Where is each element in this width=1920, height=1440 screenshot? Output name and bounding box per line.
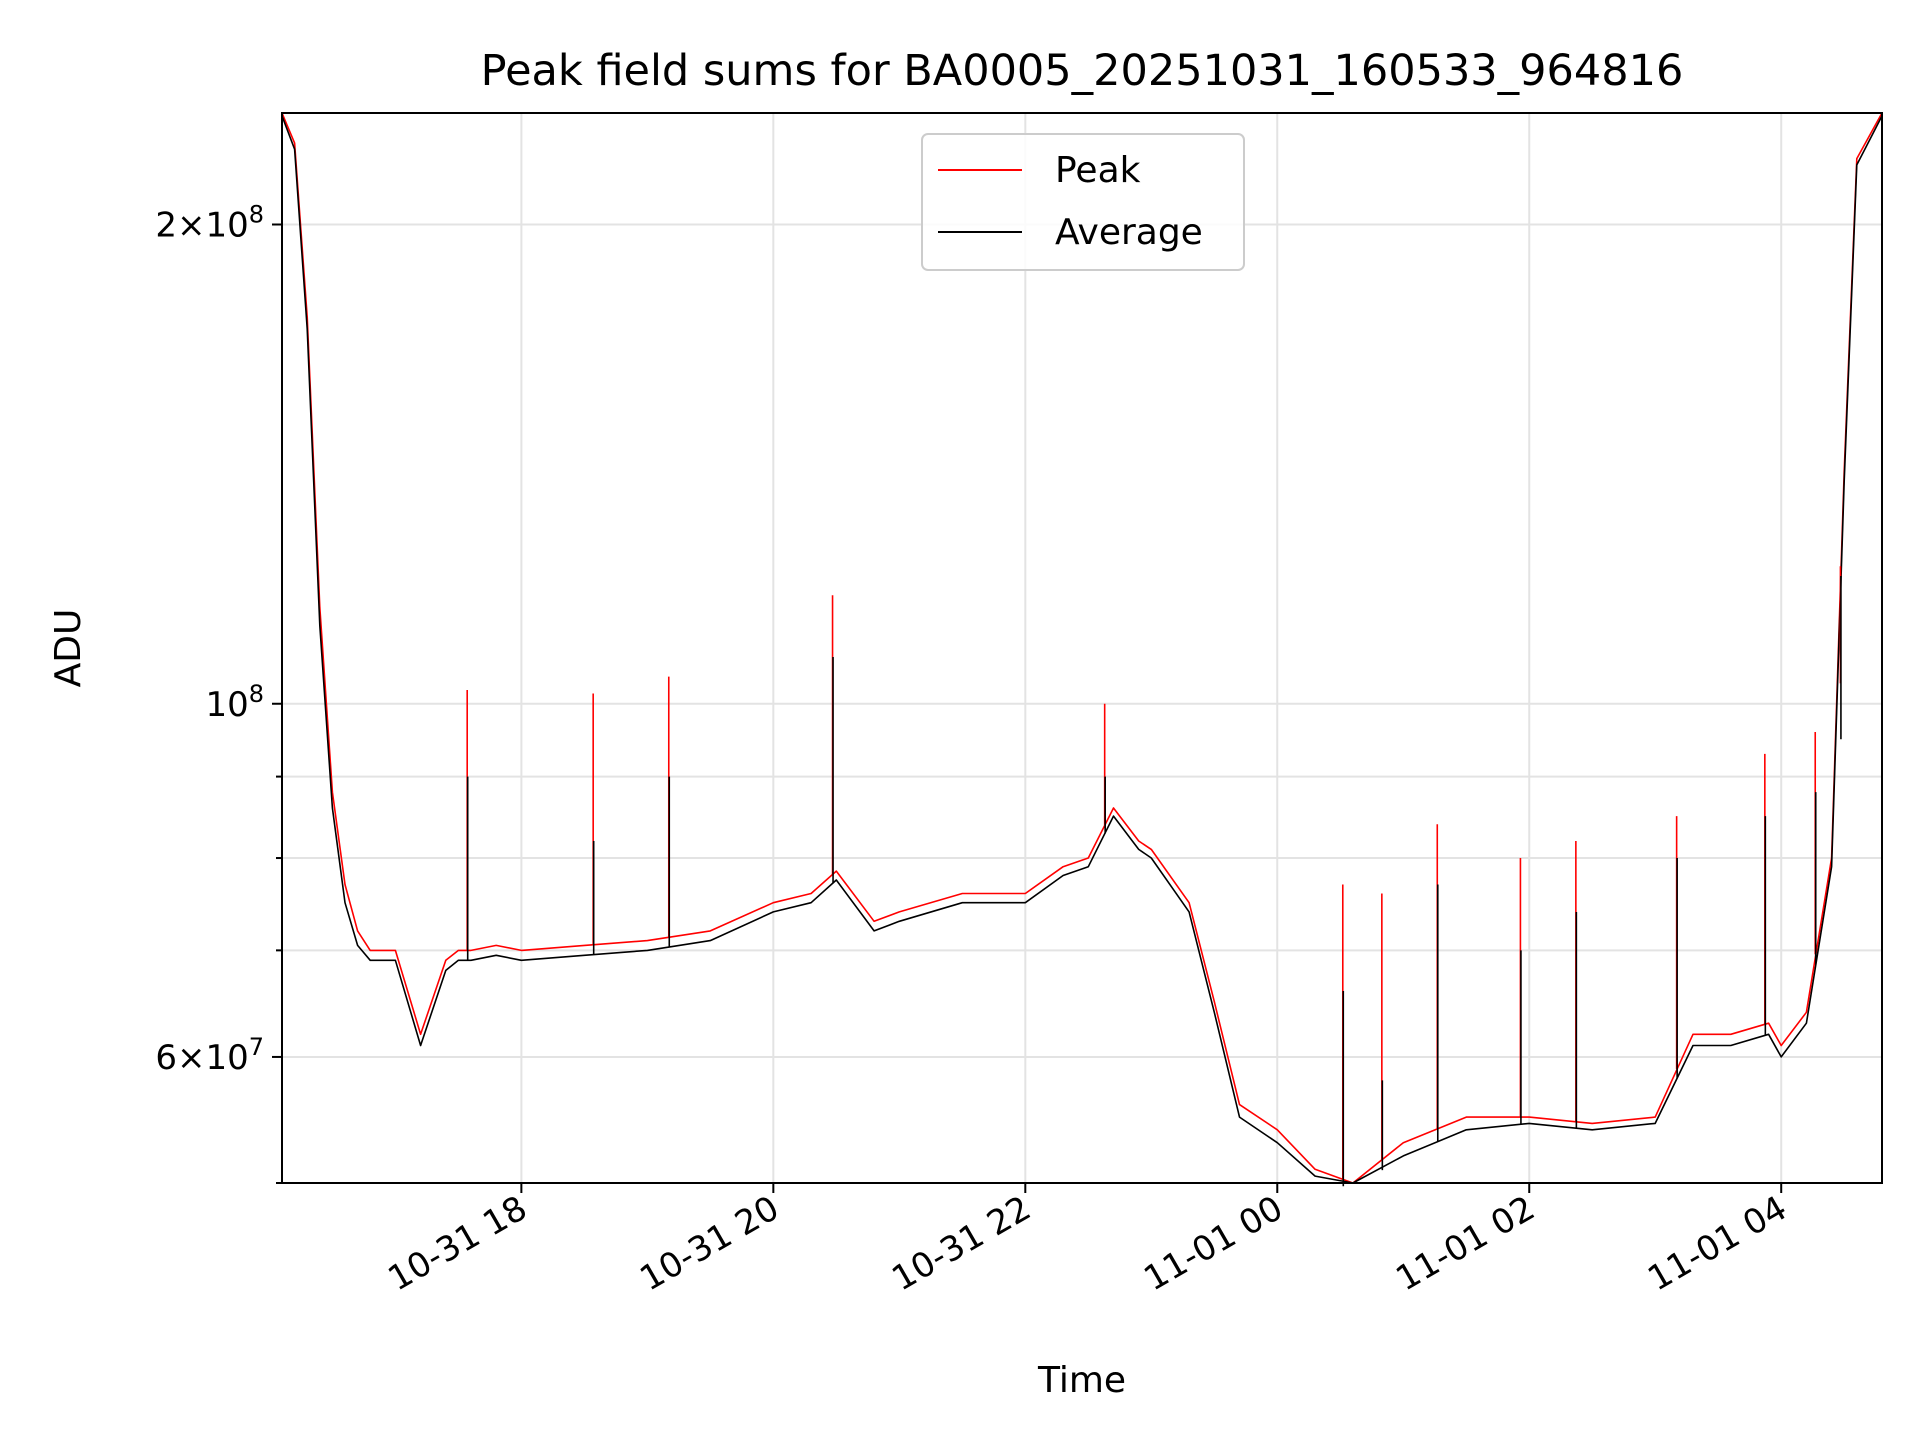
legend: Peak Average: [921, 133, 1245, 271]
plot-frame: [281, 112, 1883, 1184]
legend-box: [921, 133, 1245, 271]
x-axis-label: Time: [1037, 1360, 1126, 1401]
y-tick-label: 2×108: [155, 201, 264, 246]
y-tick-label: 108: [205, 680, 264, 725]
legend-label-average: Average: [1055, 212, 1203, 253]
chart-title: Peak field sums for BA0005_20251031_1605…: [481, 46, 1684, 96]
series-group: [281, 112, 1883, 1187]
spikes: [466, 566, 1842, 1187]
series-line-average: [281, 115, 1883, 1184]
series-line-peak: [281, 112, 1883, 1184]
y-tick-label: 6×107: [155, 1033, 264, 1078]
legend-label-peak: Peak: [1055, 150, 1141, 191]
y-axis: 6×107 108 2×108: [155, 201, 282, 1184]
y-axis-label: ADU: [48, 609, 89, 688]
